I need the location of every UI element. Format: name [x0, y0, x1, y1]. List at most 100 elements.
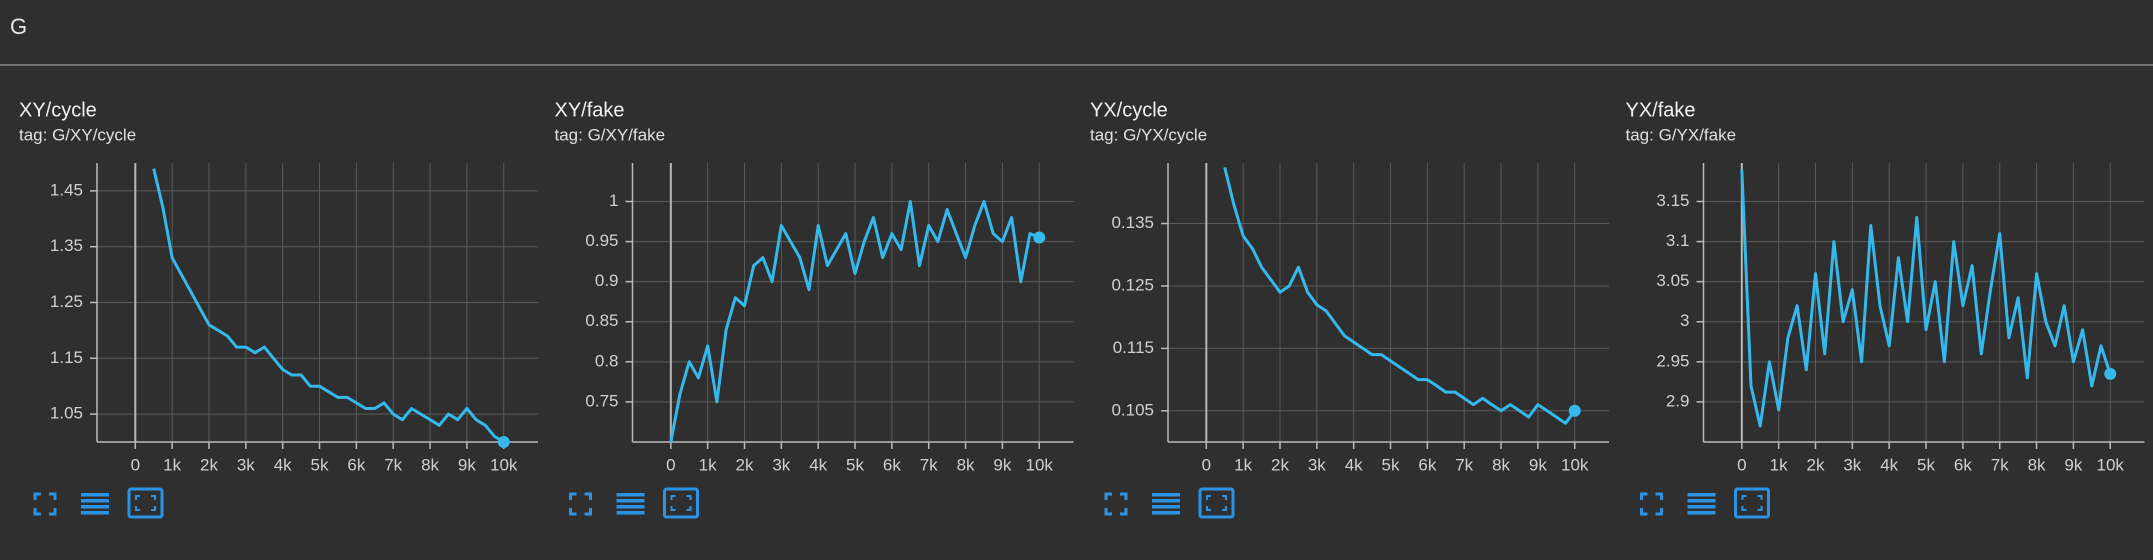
icon-stroke	[49, 492, 57, 500]
x-tick-label: 7k	[920, 455, 938, 474]
icon-bar	[81, 499, 109, 503]
icon-stroke	[1655, 508, 1663, 516]
x-tick-label: 9k	[1529, 455, 1547, 474]
icon-stroke	[1104, 508, 1112, 516]
x-tick-label: 2k	[736, 455, 754, 474]
fit-domain-button[interactable]	[1198, 487, 1235, 519]
y-tick-label: 2.95	[1656, 351, 1689, 370]
x-tick-label: 10k	[2097, 455, 2125, 474]
x-tick-label: 10k	[1561, 455, 1589, 474]
fullscreen-button[interactable]	[1104, 492, 1128, 516]
plot-area	[152, 168, 505, 442]
x-tick-label: 6k	[1954, 455, 1972, 474]
plot-area	[669, 200, 1040, 442]
y-tick-label: 0.8	[595, 351, 619, 370]
icon-stroke	[33, 508, 41, 516]
x-tick-label: 0	[666, 455, 675, 474]
icon-stroke	[584, 508, 592, 516]
x-tick-label: 1k	[1770, 455, 1788, 474]
y-tick-label: 0.105	[1111, 400, 1154, 419]
data-table-button[interactable]	[616, 493, 645, 515]
icon-bar	[616, 511, 645, 515]
data-table-button[interactable]	[81, 493, 109, 515]
icon-bar	[616, 499, 645, 503]
x-tick-label: 2k	[1807, 455, 1825, 474]
icon-corners	[670, 495, 692, 511]
x-tick-label: 7k	[1991, 455, 2009, 474]
y-tick-label: 2.9	[1666, 391, 1690, 410]
data-table-button[interactable]	[1152, 493, 1180, 515]
x-tick-label: 9k	[2064, 455, 2082, 474]
last-point	[497, 436, 510, 448]
y-tick-label: 1.15	[50, 348, 83, 367]
icon-stroke	[1655, 492, 1663, 500]
icon-bar	[1152, 511, 1180, 515]
x-tick-label: 6k	[347, 455, 365, 474]
fit-domain-button[interactable]	[663, 487, 699, 519]
x-tick-label: 5k	[1382, 455, 1400, 474]
icon-bar	[81, 493, 109, 497]
chart-subtitle: tag: G/XY/fake	[555, 125, 666, 144]
last-point	[2104, 367, 2117, 380]
icon-bar	[1152, 505, 1180, 509]
icon-bar	[616, 493, 645, 497]
chart-subtitle: tag: G/YX/cycle	[1090, 125, 1207, 144]
x-tick-label: 7k	[384, 455, 402, 474]
icon-stroke	[1640, 492, 1648, 500]
x-tick-label: 6k	[883, 455, 901, 474]
x-tick-label: 4k	[1345, 455, 1363, 474]
x-tick-label: 8k	[2028, 455, 2046, 474]
fullscreen-button[interactable]	[1640, 492, 1663, 516]
icon-bar	[1152, 493, 1180, 497]
y-tick-label: 1	[609, 191, 618, 210]
y-tick-label: 3.15	[1656, 191, 1689, 210]
x-tick-label: 5k	[1917, 455, 1935, 474]
x-tick-label: 2k	[200, 455, 218, 474]
x-tick-label: 3k	[772, 455, 790, 474]
line-series	[1223, 167, 1576, 425]
fullscreen-button[interactable]	[569, 492, 592, 516]
fit-domain-button[interactable]	[127, 487, 164, 519]
icon-stroke	[1104, 492, 1112, 500]
x-tick-label: 0	[1737, 455, 1746, 474]
x-tick-label: 10k	[490, 455, 518, 474]
x-tick-label: 3k	[237, 455, 255, 474]
plot-area	[1223, 167, 1576, 425]
y-tick-label: 0.115	[1113, 338, 1154, 357]
group-title: G	[10, 14, 27, 39]
y-tick-label: 1.45	[50, 180, 83, 199]
x-tick-label: 3k	[1843, 455, 1861, 474]
icon-stroke	[49, 508, 57, 516]
icon-bar	[81, 511, 109, 515]
icon-bar	[1687, 505, 1716, 509]
icon-frame	[663, 487, 699, 519]
x-tick-label: 5k	[311, 455, 329, 474]
x-tick-label: 1k	[699, 455, 717, 474]
x-tick-label: 2k	[1271, 455, 1289, 474]
icon-bar	[81, 505, 109, 509]
chart-title: YX/fake	[1626, 99, 1696, 121]
x-tick-label: 3k	[1308, 455, 1326, 474]
y-tick-label: 3.1	[1666, 231, 1690, 250]
fit-domain-button[interactable]	[1734, 487, 1770, 519]
data-table-button[interactable]	[1687, 493, 1716, 515]
icon-stroke	[569, 492, 577, 500]
x-tick-label: 1k	[163, 455, 181, 474]
x-tick-label: 1k	[1234, 455, 1252, 474]
icon-stroke	[1120, 492, 1128, 500]
line-series	[669, 200, 1040, 442]
x-tick-label: 0	[1202, 455, 1211, 474]
icon-corners	[135, 495, 156, 511]
last-point	[1033, 231, 1046, 244]
icon-frame	[127, 487, 164, 519]
chart-title: XY/cycle	[19, 99, 97, 121]
icon-corners	[1741, 495, 1763, 511]
x-tick-label: 7k	[1455, 455, 1473, 474]
y-tick-label: 0.85	[585, 311, 618, 330]
y-tick-label: 0.125	[1111, 275, 1154, 294]
line-series	[1740, 169, 2112, 428]
x-tick-label: 0	[131, 455, 140, 474]
fullscreen-button[interactable]	[33, 492, 57, 516]
